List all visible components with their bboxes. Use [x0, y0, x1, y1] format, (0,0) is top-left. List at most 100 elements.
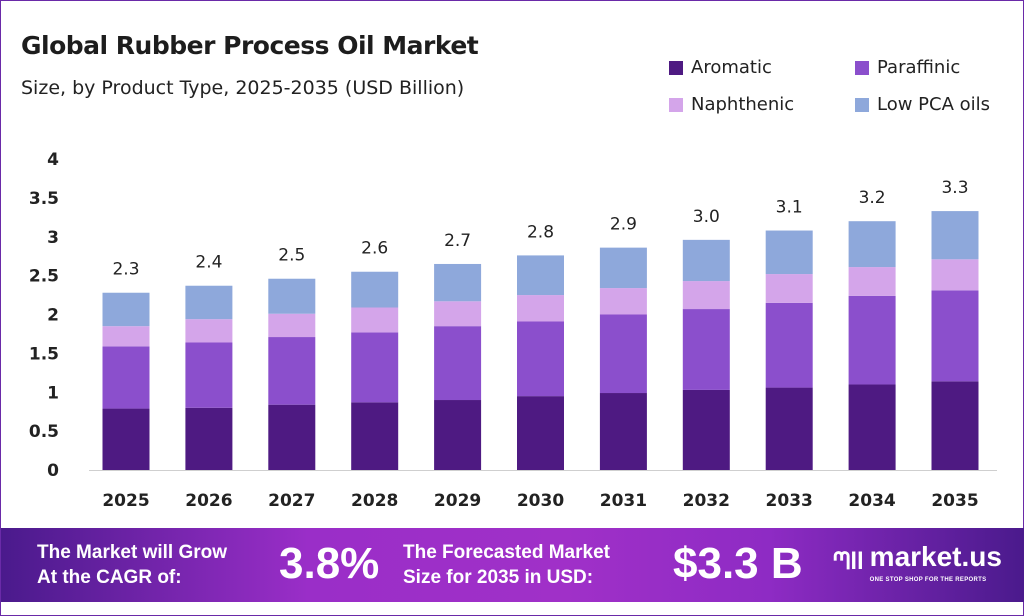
y-tick-label: 4	[47, 150, 59, 170]
forecast-label-line: Size for 2035 in USD:	[403, 567, 594, 588]
cagr-value: 3.8%	[279, 539, 380, 588]
cagr-label-line: At the CAGR of:	[37, 567, 182, 588]
x-tick-label: 2035	[931, 491, 978, 511]
bar-segment-paraffinic	[102, 346, 150, 409]
forecast-label-line: The Forecasted Market	[403, 542, 610, 563]
y-tick-label: 3	[47, 228, 59, 248]
bar-segment-aromatic	[599, 393, 647, 470]
y-tick-label: 1.5	[29, 344, 59, 364]
bar-segment-naphthenic	[185, 319, 233, 343]
bar-segment-naphthenic	[765, 274, 813, 303]
legend-label: Naphthenic	[691, 94, 795, 115]
bar-segment-low-pca-oils	[102, 292, 150, 327]
bar-total-label: 2.8	[527, 222, 554, 242]
bar-segment-paraffinic	[599, 314, 647, 394]
bar-segment-low-pca-oils	[434, 263, 482, 302]
bar-segment-paraffinic	[351, 332, 399, 403]
y-tick-label: 0	[47, 461, 59, 481]
y-tick-label: 2.5	[29, 267, 59, 287]
legend-item-paraffinic: Paraffinic	[855, 57, 960, 78]
bar-segment-aromatic	[848, 384, 896, 470]
bar-segment-low-pca-oils	[351, 271, 399, 308]
stacked-bar-chart: 0 0.5 1 1.5 2 2.5 3 3.5 4 2.3 2025 2.4 2026 2.5 2027 2.…	[29, 150, 997, 511]
bar-total-label: 2.7	[444, 231, 471, 251]
legend-item-aromatic: Aromatic	[669, 57, 772, 78]
bar-total-label: 2.9	[610, 215, 637, 235]
bar-segment-low-pca-oils	[268, 278, 316, 314]
bar-total-label: 3.1	[776, 198, 803, 218]
legend-swatch	[669, 60, 683, 75]
bar-segment-paraffinic	[185, 342, 233, 408]
y-tick-label: 1	[47, 383, 59, 403]
bar-segment-low-pca-oils	[682, 239, 730, 282]
x-tick-label: 2030	[517, 491, 564, 511]
bar-segment-aromatic	[765, 387, 813, 470]
bar-segment-paraffinic	[268, 337, 316, 405]
legend-swatch	[855, 97, 869, 112]
y-tick-label: 3.5	[29, 189, 59, 209]
bar-total-label: 3.0	[693, 207, 720, 227]
legend-item-naphthenic: Naphthenic	[669, 94, 794, 115]
legend-label: Low PCA oils	[877, 94, 991, 115]
forecast-label: The Forecasted Market Size for 2035 in US…	[403, 540, 610, 590]
bar-segment-aromatic	[102, 408, 150, 470]
summary-banner: The Market will Grow At the CAGR of: 3.8%…	[1, 528, 1024, 602]
bar-segment-paraffinic	[434, 326, 482, 401]
bar-total-label: 3.2	[859, 188, 886, 208]
x-tick-label: 2028	[351, 491, 398, 511]
bar-segment-low-pca-oils	[765, 230, 813, 275]
bar-segment-aromatic	[682, 389, 730, 470]
bar-segment-low-pca-oils	[517, 255, 564, 296]
bar-segment-naphthenic	[599, 288, 647, 315]
cagr-label-line: The Market will Grow	[37, 542, 228, 563]
bar-total-label: 2.6	[361, 239, 388, 259]
x-tick-label: 2031	[600, 491, 647, 511]
bar-segment-naphthenic	[848, 267, 896, 296]
bar-segment-naphthenic	[102, 326, 150, 347]
x-tick-label: 2029	[434, 491, 481, 511]
y-tick-label: 0.5	[29, 422, 59, 442]
bar-segment-aromatic	[931, 381, 979, 470]
bar-segment-naphthenic	[682, 281, 730, 310]
bar-total-label: 2.3	[112, 260, 139, 280]
bar-total-label: 2.4	[195, 253, 222, 273]
bar-segment-paraffinic	[848, 295, 896, 385]
bar-segment-paraffinic	[682, 309, 730, 390]
bar-segment-naphthenic	[268, 313, 316, 338]
brand-logo: ᘉll market.us ONE STOP SHOP FOR THE REPOR…	[833, 540, 1002, 584]
x-tick-label: 2032	[683, 491, 730, 511]
bar-segment-low-pca-oils	[185, 285, 233, 320]
legend-swatch	[855, 60, 869, 75]
bar-segment-aromatic	[434, 400, 482, 470]
bar-segment-aromatic	[351, 402, 399, 470]
y-tick-label: 2	[47, 306, 59, 326]
market-us-logo-icon: ᘉll	[833, 548, 864, 575]
bar-segment-aromatic	[268, 404, 316, 470]
bar-segment-paraffinic	[765, 302, 813, 388]
legend-label: Paraffinic	[877, 57, 961, 78]
bar-segment-naphthenic	[517, 295, 564, 322]
x-tick-label: 2027	[268, 491, 315, 511]
x-tick-label: 2025	[102, 491, 149, 511]
x-tick-label: 2026	[185, 491, 232, 511]
bar-segment-naphthenic	[351, 307, 399, 333]
forecast-value: $3.3 B	[673, 539, 803, 588]
bar-segment-low-pca-oils	[931, 211, 979, 260]
bar-total-label: 2.5	[278, 246, 305, 266]
x-tick-label: 2033	[766, 491, 813, 511]
legend-swatch	[669, 97, 683, 112]
legend-item-low-pca-oils: Low PCA oils	[855, 94, 990, 115]
cagr-label: The Market will Grow At the CAGR of:	[37, 540, 227, 590]
bar-segment-low-pca-oils	[848, 221, 896, 268]
brand-tagline: ONE STOP SHOP FOR THE REPORTS	[869, 577, 987, 583]
bar-segment-aromatic	[517, 396, 564, 470]
x-tick-label: 2034	[848, 491, 895, 511]
bar-segment-naphthenic	[931, 259, 979, 291]
chart-title: Global Rubber Process Oil Market	[21, 31, 479, 60]
bar-segment-paraffinic	[931, 290, 979, 382]
bar-segment-aromatic	[185, 407, 233, 470]
bar-segment-low-pca-oils	[599, 247, 647, 289]
bar-total-label: 3.3	[941, 178, 968, 198]
bar-segment-paraffinic	[517, 321, 564, 397]
